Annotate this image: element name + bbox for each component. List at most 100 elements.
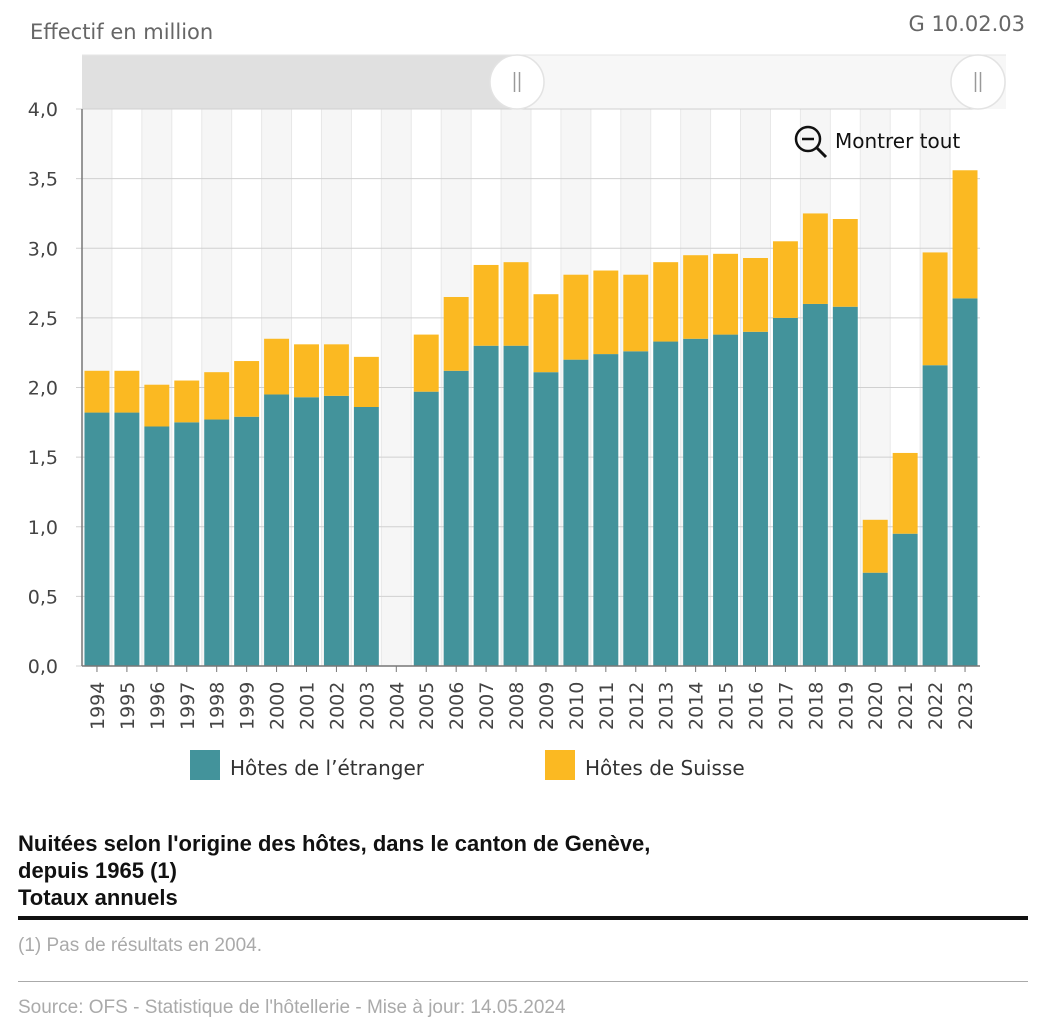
legend-label-swiss[interactable]: Hôtes de Suisse — [585, 756, 745, 780]
bar-swiss-2023[interactable] — [952, 170, 978, 299]
legend-swatch-swiss — [545, 750, 575, 780]
bar-foreign-2006[interactable] — [443, 370, 469, 666]
bar-swiss-2000[interactable] — [264, 338, 290, 395]
x-tick-label: 2004 — [386, 682, 408, 730]
caption-divider — [18, 916, 1028, 920]
bar-foreign-2015[interactable] — [713, 334, 739, 666]
bar-swiss-2010[interactable] — [563, 274, 589, 360]
bar-swiss-2009[interactable] — [533, 294, 559, 373]
bar-swiss-2015[interactable] — [713, 253, 739, 335]
bar-foreign-2018[interactable] — [802, 303, 828, 666]
x-tick-label: 2012 — [626, 682, 648, 730]
x-tick-label: 2011 — [596, 682, 618, 730]
bar-swiss-2013[interactable] — [653, 262, 679, 342]
footnote-divider — [18, 981, 1028, 982]
x-tick-label: 2003 — [356, 682, 378, 730]
x-tick-label: 2020 — [865, 682, 887, 730]
bar-swiss-2014[interactable] — [683, 255, 709, 339]
navigator-right-handle[interactable] — [950, 54, 1006, 110]
bar-swiss-2021[interactable] — [892, 452, 918, 534]
bar-foreign-2017[interactable] — [772, 317, 798, 666]
footnote: (1) Pas de résultats en 2004. — [18, 935, 262, 956]
bar-foreign-1996[interactable] — [144, 426, 170, 666]
bar-swiss-2022[interactable] — [922, 252, 948, 366]
bar-foreign-2022[interactable] — [922, 365, 948, 666]
x-tick-label: 2016 — [746, 682, 768, 730]
bar-foreign-2014[interactable] — [683, 338, 709, 666]
bar-swiss-1994[interactable] — [84, 370, 110, 413]
legend-swatch-foreign — [190, 750, 220, 780]
bar-swiss-1998[interactable] — [204, 372, 230, 420]
stacked-bar-chart: 0,0 0,5 1,0 1,5 2,0 2,5 3,0 3,5 4,0 1994 1995 1996 1… — [28, 54, 1006, 780]
bar-foreign-2021[interactable] — [892, 533, 918, 666]
x-tick-label: 2002 — [326, 682, 348, 730]
bar-foreign-2019[interactable] — [832, 306, 858, 666]
bar-swiss-2018[interactable] — [802, 213, 828, 304]
bar-foreign-2013[interactable] — [653, 341, 679, 666]
zoom-out-icon[interactable] — [794, 125, 822, 153]
bar-swiss-2005[interactable] — [413, 334, 439, 392]
caption-line-3: Totaux annuels — [18, 885, 178, 910]
x-tick-label: 2022 — [925, 682, 947, 730]
x-tick-label: 2018 — [805, 682, 827, 730]
bar-foreign-2000[interactable] — [264, 394, 290, 666]
chart-id: G 10.02.03 — [908, 12, 1025, 36]
bar-swiss-2006[interactable] — [443, 296, 469, 371]
bar-foreign-1999[interactable] — [234, 416, 260, 666]
navigator-left-handle[interactable] — [489, 54, 545, 110]
show-all-button[interactable]: Montrer tout — [835, 129, 960, 153]
bar-swiss-2019[interactable] — [832, 219, 858, 307]
bar-foreign-2010[interactable] — [563, 359, 589, 666]
bar-swiss-2008[interactable] — [503, 262, 529, 346]
x-tick-label: 1998 — [207, 682, 229, 730]
bar-foreign-2008[interactable] — [503, 345, 529, 666]
bar-swiss-2003[interactable] — [353, 356, 379, 407]
y-tick-label: 0,5 — [28, 586, 58, 608]
bar-foreign-2023[interactable] — [952, 298, 978, 666]
navigator-unselected-range — [82, 55, 517, 109]
bar-foreign-1994[interactable] — [84, 412, 110, 666]
bar-foreign-2020[interactable] — [862, 572, 888, 666]
bar-swiss-1996[interactable] — [144, 384, 170, 427]
x-tick-label: 2017 — [775, 682, 797, 730]
x-tick-label: 1996 — [147, 682, 169, 730]
bar-swiss-1999[interactable] — [234, 361, 260, 417]
x-tick-label: 2001 — [297, 682, 319, 730]
bar-swiss-2007[interactable] — [473, 264, 499, 346]
bar-foreign-2002[interactable] — [323, 395, 349, 666]
y-tick-label: 2,0 — [28, 378, 58, 400]
x-tick-label: 1995 — [117, 682, 139, 730]
y-tick-label: 3,0 — [28, 238, 58, 260]
bar-swiss-2017[interactable] — [772, 241, 798, 318]
bar-foreign-1998[interactable] — [204, 419, 230, 666]
bar-foreign-2011[interactable] — [593, 354, 619, 666]
bar-foreign-1997[interactable] — [174, 422, 200, 666]
bar-swiss-2002[interactable] — [323, 344, 349, 396]
caption-line-1: Nuitées selon l'origine des hôtes, dans … — [18, 831, 651, 856]
y-tick-label: 1,0 — [28, 517, 58, 539]
x-tick-label: 2007 — [476, 682, 498, 730]
bar-swiss-1997[interactable] — [174, 380, 200, 423]
bar-swiss-2012[interactable] — [623, 274, 649, 352]
bar-foreign-2007[interactable] — [473, 345, 499, 666]
bar-swiss-2016[interactable] — [743, 257, 768, 332]
bar-foreign-2003[interactable] — [353, 406, 379, 666]
bar-foreign-2001[interactable] — [294, 397, 319, 666]
bar-foreign-2012[interactable] — [623, 351, 649, 666]
y-tick-label: 0,0 — [28, 656, 58, 678]
bar-swiss-1995[interactable] — [114, 370, 140, 413]
bar-foreign-2005[interactable] — [413, 391, 439, 666]
source-note: Source: OFS - Statistique de l'hôtelleri… — [18, 997, 566, 1018]
bar-swiss-2020[interactable] — [862, 519, 888, 573]
bar-swiss-2001[interactable] — [294, 344, 319, 398]
y-axis-unit-label: Effectif en million — [30, 20, 214, 44]
x-tick-label: 2019 — [835, 682, 857, 730]
bar-foreign-2016[interactable] — [743, 331, 768, 666]
bar-foreign-1995[interactable] — [114, 412, 140, 666]
bar-foreign-2009[interactable] — [533, 372, 559, 666]
legend-label-foreign[interactable]: Hôtes de l’étranger — [230, 756, 425, 780]
x-tick-label: 2006 — [446, 682, 468, 730]
bar-swiss-2011[interactable] — [593, 270, 619, 355]
zoom-out-icon-handle — [815, 146, 828, 159]
x-tick-label: 2008 — [506, 682, 528, 730]
